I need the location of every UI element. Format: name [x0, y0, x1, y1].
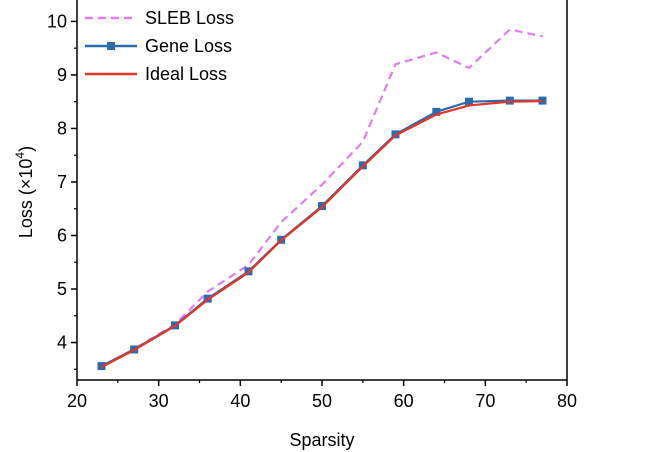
y-tick-label: 5 [57, 279, 67, 299]
y-tick-label: 6 [57, 225, 67, 245]
x-tick-label: 60 [394, 391, 414, 411]
x-axis-title: Sparsity [289, 430, 354, 450]
series-line-gene-loss [101, 99, 543, 368]
axes [76, 0, 568, 381]
y-tick-label: 7 [57, 172, 67, 192]
x-tick-label: 50 [312, 391, 332, 411]
y-tick-label: 8 [57, 118, 67, 138]
y-axis-title-close: ) [16, 146, 36, 152]
tick-marks: 20 30 40 50 60 70 80 4 5 6 7 8 9 10 [47, 11, 577, 411]
y-axis-title-main: Loss (×10 [16, 159, 36, 239]
y-axis-title: Loss (×104) [13, 146, 36, 238]
series-line-ideal-loss [100, 100, 543, 369]
legend-label: SLEB Loss [145, 8, 234, 28]
legend-marker [107, 42, 115, 50]
x-tick-label: 30 [149, 391, 169, 411]
y-axis-title-exponent: 4 [13, 152, 27, 159]
x-tick-label: 40 [230, 391, 250, 411]
x-tick-label: 70 [475, 391, 495, 411]
series-lines [97, 28, 547, 371]
x-tick-label: 80 [557, 391, 577, 411]
x-tick-label: 20 [67, 391, 87, 411]
data-point [538, 96, 547, 105]
legend-label: Gene Loss [145, 36, 232, 56]
y-tick-label: 10 [47, 11, 67, 31]
legend-label: Ideal Loss [145, 64, 227, 84]
y-tick-label: 4 [57, 333, 67, 353]
data-point [465, 97, 473, 106]
data-point [432, 107, 441, 116]
legend: SLEB Loss Gene Loss Ideal Loss [85, 8, 234, 84]
y-tick-label: 9 [57, 65, 67, 85]
